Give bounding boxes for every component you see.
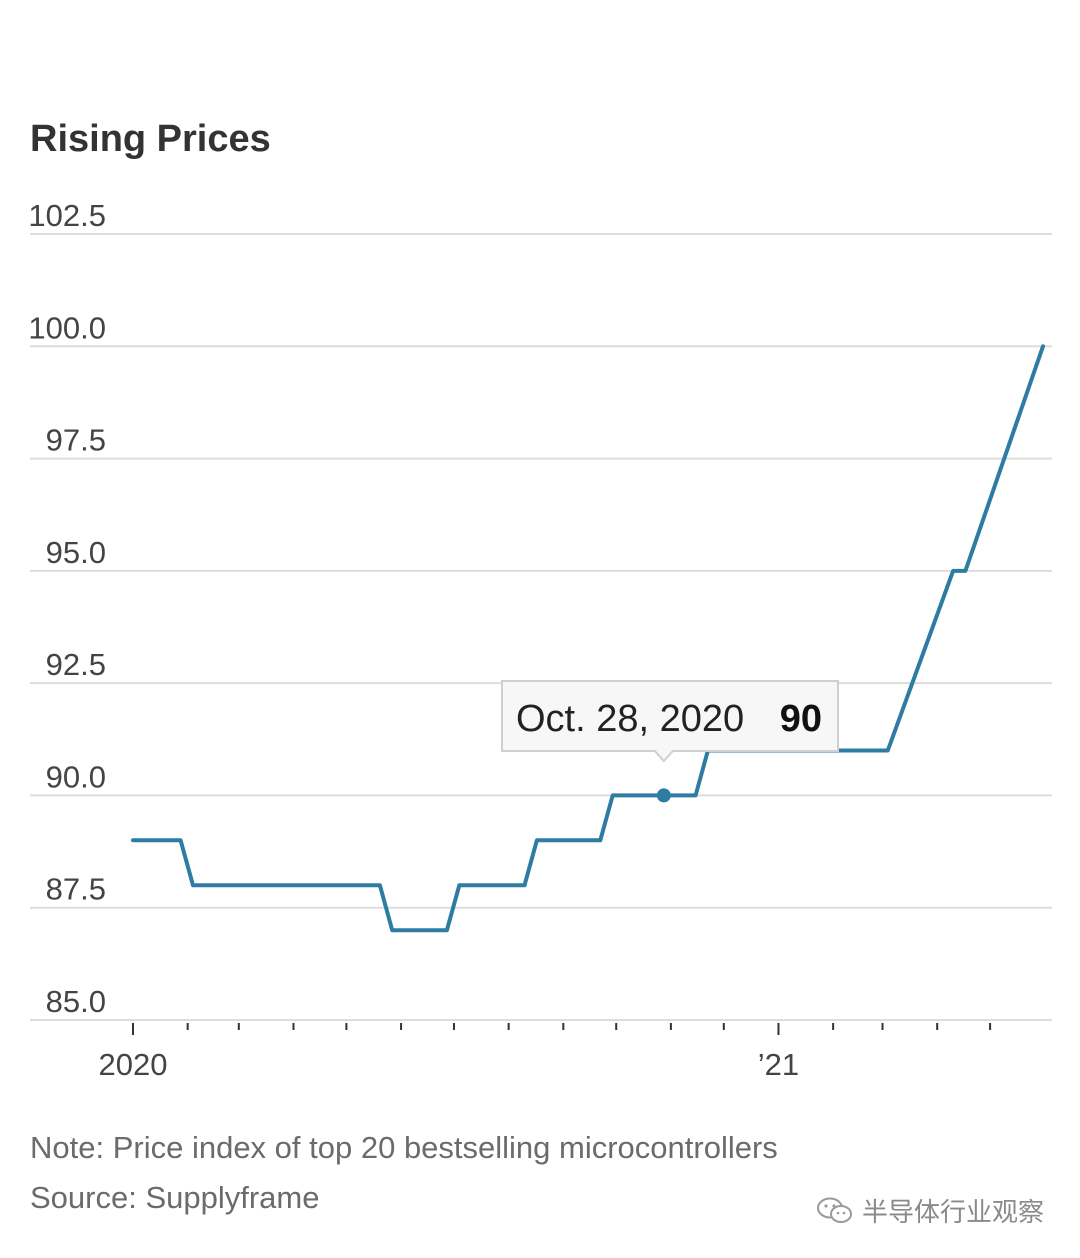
y-tick-label: 95.0	[46, 535, 106, 570]
y-tick-label: 92.5	[46, 647, 106, 682]
y-tick-label: 85.0	[46, 984, 106, 1019]
y-tick-label: 100.0	[28, 310, 106, 345]
series-layer	[131, 344, 1045, 933]
line-chart: 102.5 100.0 97.5 95.0 92.5 90.0 87.5 85.0 2020 ’…	[28, 198, 1052, 1082]
y-axis-ticks: 102.5 100.0 97.5 95.0 92.5 90.0 87.5 85.0	[28, 198, 106, 1019]
wechat-icon	[816, 1197, 852, 1223]
series-line	[131, 344, 1045, 933]
x-axis: 2020 ’21	[99, 1023, 992, 1082]
y-tick-label: 87.5	[46, 872, 106, 907]
y-tick-label: 102.5	[28, 198, 106, 233]
chart-source: Source: Supplyframe	[30, 1180, 320, 1215]
highlight-point	[656, 788, 671, 803]
highlight-tooltip: Oct. 28, 2020 90	[501, 680, 839, 763]
y-tick-label: 97.5	[46, 423, 106, 458]
x-tick-label: ’21	[758, 1047, 799, 1082]
gridlines	[30, 233, 1052, 1021]
tooltip-box	[501, 680, 839, 763]
chart-title: Rising Prices	[30, 118, 271, 160]
watermark: 半导体行业观察	[816, 1192, 1044, 1229]
chart-note: Note: Price index of top 20 bestselling …	[30, 1130, 778, 1165]
tooltip-value: 90	[780, 698, 822, 740]
watermark-text: 半导体行业观察	[861, 1198, 1044, 1228]
y-tick-label: 90.0	[46, 759, 106, 794]
x-tick-label: 2020	[99, 1047, 168, 1082]
tooltip-date: Oct. 28, 2020	[516, 698, 744, 740]
